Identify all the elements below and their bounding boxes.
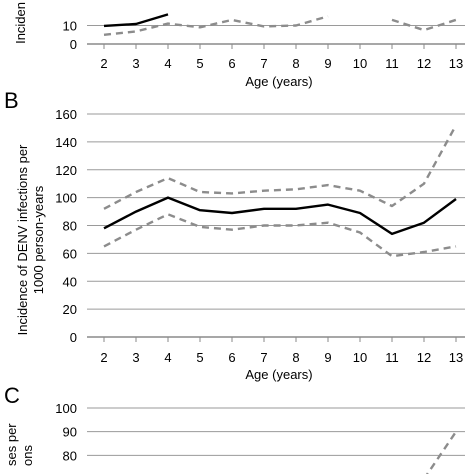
panel-b-y-tick-label: 60 (63, 246, 77, 261)
panel-a-estimate-line (103, 13, 169, 28)
panel-b-x-tick-label: 9 (324, 350, 331, 365)
panel-a-chart: 010 2 3 4 5 6 7 8 9 10 11 12 13 Age (years) Inciden (13, 2, 465, 89)
panel-a-y-ticks: 010 (63, 19, 77, 53)
panel-b-y-axis-label-line-1: Incidence of DENV infections per (15, 144, 30, 335)
panel-a-x-ticks: 2 3 4 5 6 7 8 9 10 11 12 13 (100, 44, 463, 71)
panel-a-ci-bound-line (103, 15, 329, 36)
panel-a-x-tick-label: 10 (353, 56, 367, 71)
panel-c-y-tick-label: 80 (63, 448, 77, 463)
panel-b-y-tick-label: 100 (55, 191, 77, 206)
panel-b-y-tick-label: 20 (63, 302, 77, 317)
panel-b-y-axis-label-line-2: 1000 person-years (31, 185, 46, 294)
panel-c-y-tick-label: 100 (55, 401, 77, 416)
panel-c-y-tick-label: 70 (63, 472, 77, 474)
panel-b-y-tick-label: 40 (63, 274, 77, 289)
panel-b-label: B (4, 88, 19, 113)
panel-b-estimate-line (103, 196, 457, 236)
panel-b-ci-bound-line (103, 124, 458, 210)
panel-c-gridlines (87, 407, 465, 456)
panel-b-y-tick-label: 140 (55, 135, 77, 150)
panel-c-y-ticks: 70 80 90 100 (55, 401, 77, 474)
panel-b-y-axis-label: Incidence of DENV infections per 1000 pe… (15, 144, 46, 335)
panel-b-x-ticks: 2 3 4 5 6 7 8 9 10 11 12 13 (100, 337, 463, 365)
panel-a-x-tick-label: 3 (132, 56, 139, 71)
panel-c-label: C (4, 383, 20, 408)
panel-a-x-tick-label: 13 (449, 56, 463, 71)
panel-a-series (103, 13, 457, 36)
panel-b-y-tick-label: 0 (70, 330, 77, 345)
panel-b-x-tick-label: 11 (385, 350, 399, 365)
panel-a-y-tick-label: 10 (63, 19, 77, 34)
panel-a-x-tick-label: 12 (417, 56, 431, 71)
panel-c-y-axis-label-line-2: ons (20, 445, 35, 466)
panel-c-y-axis-label-line-1: ses per (4, 423, 19, 466)
panel-b-x-tick-label: 8 (292, 350, 299, 365)
panel-b-y-ticks: 0 20 40 60 80 100 120 140 160 (55, 107, 77, 345)
panel-b-x-tick-label: 13 (449, 350, 463, 365)
panel-b-x-tick-label: 3 (132, 350, 139, 365)
panel-b-y-tick-label: 120 (55, 163, 77, 178)
panel-c-y-axis-label: ses per ons (4, 423, 35, 466)
panel-b-x-tick-label: 6 (228, 350, 235, 365)
panel-b-x-tick-label: 7 (260, 350, 267, 365)
panel-c-ci-bound-line (425, 431, 457, 474)
panel-b-series (103, 124, 458, 258)
panel-a-x-tick-label: 6 (228, 56, 235, 71)
panel-b-y-tick-label: 80 (63, 219, 77, 234)
panel-b-ci-bound-line (103, 213, 457, 258)
panel-b-y-tick-label: 160 (55, 107, 77, 122)
panel-b-x-tick-label: 2 (100, 350, 107, 365)
panel-a-x-tick-label: 11 (385, 56, 399, 71)
panel-b-x-tick-label: 10 (353, 350, 367, 365)
panel-b-x-tick-label: 12 (417, 350, 431, 365)
panel-a-y-axis-label: Inciden (13, 2, 28, 44)
panel-a-x-axis-label: Age (years) (245, 74, 312, 89)
panel-b-chart: B 0 20 40 60 80 100 120 140 160 2 3 4 5 6 7 8 9 10 11 12 13… (4, 88, 465, 382)
panel-a-x-tick-label: 5 (196, 56, 203, 71)
panel-a-y-tick-label: 0 (70, 37, 77, 52)
panel-b-x-tick-label: 4 (164, 350, 171, 365)
panel-c-chart: C 70 80 90 100 ses per ons (4, 383, 465, 474)
panel-a-gridlines (87, 25, 465, 45)
panel-b-x-axis-label: Age (years) (245, 367, 312, 382)
panel-a-x-tick-label: 4 (164, 56, 171, 71)
panel-c-y-tick-label: 90 (63, 425, 77, 440)
panel-a-x-tick-label: 8 (292, 56, 299, 71)
panel-a-x-tick-label: 7 (260, 56, 267, 71)
panel-c-series (425, 431, 457, 474)
panel-b-gridlines (87, 113, 465, 338)
panel-a-x-tick-label: 9 (324, 56, 331, 71)
panel-a-x-tick-label: 2 (100, 56, 107, 71)
panel-b-x-tick-label: 5 (196, 350, 203, 365)
